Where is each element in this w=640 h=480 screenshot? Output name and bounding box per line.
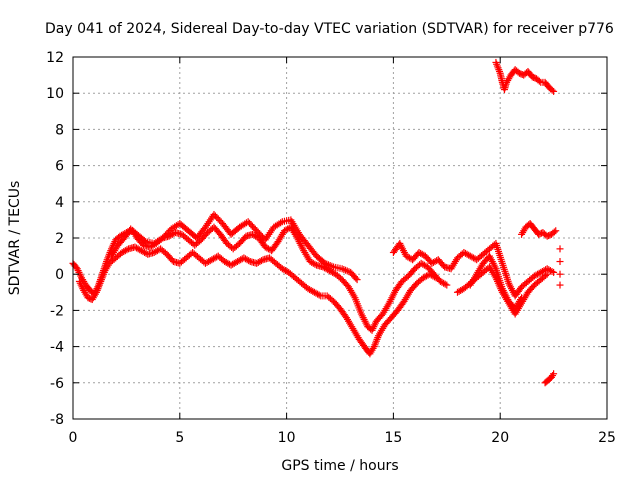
series-track-h [492, 58, 558, 95]
data-point [343, 267, 351, 275]
y-tick-label: 0 [55, 267, 64, 283]
y-tick-label: 4 [55, 195, 64, 211]
data-point [542, 272, 550, 280]
data-point [324, 261, 332, 269]
series-track-j [556, 245, 564, 289]
data-point [321, 259, 329, 267]
x-tick-label: 20 [491, 430, 509, 446]
y-tick-label: -4 [50, 340, 64, 356]
data-point [556, 258, 564, 266]
y-tick-label: -6 [50, 376, 64, 392]
data-point [548, 267, 556, 275]
series-track-g [518, 220, 560, 240]
data-point [556, 281, 564, 289]
data-point [431, 273, 439, 281]
data-point [311, 260, 319, 268]
y-tick-label: -2 [50, 303, 64, 319]
data-point [535, 77, 543, 85]
data-point [556, 270, 564, 278]
series-track-b [75, 243, 440, 358]
data-point [548, 86, 556, 94]
data-point [550, 87, 558, 95]
data-point [352, 274, 360, 282]
series-track-c [107, 210, 361, 284]
data-point [550, 370, 558, 378]
x-tick-label: 10 [278, 430, 296, 446]
chart-title: Day 041 of 2024, Sidereal Day-to-day VTE… [45, 21, 614, 37]
data-point [315, 291, 323, 299]
data-point [323, 260, 331, 268]
y-tick-label: 2 [55, 231, 64, 247]
axis-ticks [72, 56, 608, 420]
data-point [258, 257, 266, 265]
data-point [441, 280, 449, 288]
x-tick-label: 15 [384, 430, 402, 446]
data-point [245, 257, 253, 265]
x-tick-label: 5 [175, 430, 184, 446]
data-point [518, 294, 526, 302]
y-tick-label: 8 [55, 122, 64, 138]
data-point [342, 266, 350, 274]
y-axis-label: SDTVAR / TECUs [7, 181, 23, 296]
y-tick-labels: -8 -6 -4 -2 0 2 4 6 8 10 12 [46, 50, 64, 428]
data-point [353, 276, 361, 284]
data-points [69, 58, 564, 387]
data-point [550, 268, 558, 276]
y-tick-label: 10 [46, 86, 64, 102]
data-point [140, 236, 148, 244]
data-point [326, 262, 334, 270]
series-track-d [389, 239, 558, 300]
y-tick-label: -8 [50, 412, 64, 428]
x-tick-labels: 0 5 10 15 20 25 [69, 430, 616, 446]
x-tick-label: 25 [598, 430, 616, 446]
y-tick-label: 12 [46, 50, 64, 66]
series-track-i [541, 370, 558, 387]
y-tick-label: 6 [55, 159, 64, 175]
data-point [277, 219, 285, 227]
data-point [443, 281, 451, 289]
x-axis-label: GPS time / hours [281, 458, 398, 474]
data-point [432, 274, 440, 282]
series-track-f [466, 252, 526, 313]
data-point [338, 265, 346, 273]
x-tick-label: 0 [69, 430, 78, 446]
data-point [556, 245, 564, 253]
data-point [340, 265, 348, 273]
data-point [123, 246, 131, 254]
data-point [552, 227, 560, 235]
data-point [328, 262, 336, 270]
data-point [550, 228, 558, 236]
data-point [543, 270, 551, 278]
